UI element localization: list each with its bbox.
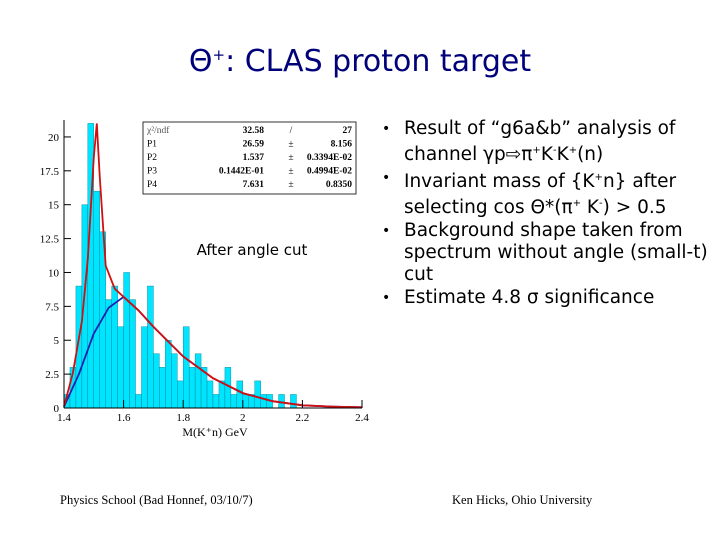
histogram-bar [117, 326, 124, 409]
histogram-bars [63, 123, 297, 409]
bullet-item: • Invariant mass of {K+n} after selecting… [382, 167, 712, 220]
histogram-bar [159, 367, 166, 409]
histogram-chart: 0 2.5 5 7.5 10 12.5 15 17.5 20 1.4 1.6 1.8 2 2.2 2.4 M(… [40, 120, 369, 439]
y-tick-label: 2.5 [45, 369, 59, 381]
bullet-marker: • [382, 222, 391, 239]
y-tick-label: 0 [54, 403, 60, 415]
histogram-bar [153, 353, 160, 409]
histogram-bar [141, 326, 148, 409]
histogram-bar [93, 190, 100, 409]
x-tick-label: 1.6 [117, 412, 131, 424]
bullet-text: Invariant mass of {K+n} after selecting … [404, 170, 677, 219]
fit-curves [63, 123, 363, 409]
histogram-bar [236, 380, 243, 409]
histogram-bar [254, 380, 261, 409]
title-symbol: Θ [188, 44, 213, 79]
slide-title: Θ+: CLAS proton target [0, 44, 720, 79]
stats-box: χ²/ndf 32.58 / 27 P1 26.59 ±8.156 P2 1.537 ±0.339… [142, 121, 357, 195]
stats-box-cell: 8.156 [331, 140, 353, 150]
stats-box-cell: 0.8350 [326, 180, 352, 190]
histogram-bar [230, 394, 238, 409]
stats-box-cell: 1.537 [243, 153, 265, 163]
histogram-bar [177, 380, 184, 409]
histogram-bar [242, 394, 249, 409]
stats-box-cell: 26.59 [243, 140, 265, 150]
histogram-bar [290, 394, 297, 409]
footer-left: Physics School (Bad Honnef, 03/10/7) [60, 493, 253, 507]
bullet-marker: • [382, 121, 391, 137]
bullet-item: • Background shape taken from spectrum wi… [382, 220, 712, 287]
x-tick-label: 2 [240, 412, 246, 424]
stats-box-cell: 32.58 [243, 126, 265, 136]
histogram-bar [260, 394, 267, 409]
bullet-item: • Result of “g6a&b” analysis of channel γ… [382, 118, 712, 167]
chart-annotation: After angle cut [197, 241, 308, 259]
histogram-bar [182, 326, 190, 409]
x-tick-label: 1.8 [176, 412, 190, 424]
histogram-bar [206, 380, 214, 409]
bullet-item: • Estimate 4.8 σ significance [382, 287, 712, 309]
y-tick-label: 20 [48, 132, 60, 144]
stats-box-cell: 0.3394E-02 [307, 153, 352, 163]
stats-box-cell: P3 [147, 167, 157, 177]
axes: 0 2.5 5 7.5 10 12.5 15 17.5 20 1.4 1.6 1.8 2 2.2 2.4 M(… [40, 120, 369, 439]
stats-box-frame [142, 121, 357, 195]
footer-right: Ken Hicks, Ohio University [452, 493, 593, 507]
stats-box-cell: ± [288, 153, 293, 163]
stats-box-cell: P1 [147, 140, 157, 150]
x-axis-label: M(K⁺n) GeV [182, 425, 248, 439]
y-tick-label: 10 [48, 267, 60, 279]
bullet-text: Estimate 4.8 σ significance [404, 286, 655, 308]
histogram-bar [188, 367, 196, 409]
histogram-bar [147, 285, 154, 409]
stats-box-cell: / [290, 126, 293, 136]
stats-box-cell: ± [288, 140, 293, 150]
stats-box-cell: ± [288, 167, 293, 177]
x-tick-label: 2.4 [355, 412, 369, 424]
histogram-bar [105, 299, 112, 409]
x-tick-label: 2.2 [296, 412, 310, 424]
histogram-bar [194, 353, 202, 409]
stats-box-cell: 0.1442E-01 [219, 167, 264, 177]
stats-box-cell: P4 [147, 180, 157, 190]
histogram-bar [171, 353, 178, 409]
histogram-bar [278, 394, 285, 409]
stats-box-cell: χ²/ndf [146, 125, 170, 136]
histogram-bar [165, 340, 172, 409]
bullet-marker: • [382, 169, 391, 186]
histogram-bar [135, 394, 142, 409]
bullet-text: Background shape taken from spectrum wit… [404, 219, 708, 286]
y-tick-label: 5 [54, 335, 60, 347]
y-tick-label: 7.5 [45, 301, 59, 313]
y-tick-label: 12.5 [40, 234, 60, 246]
stats-box-cell: 0.4994E-02 [307, 167, 352, 177]
bullet-text: Result of “g6a&b” analysis of channel γp… [404, 118, 676, 166]
histogram-bar [129, 299, 136, 409]
y-tick-label: 15 [48, 200, 60, 212]
x-tick-label: 1.4 [57, 412, 71, 424]
bullet-list: • Result of “g6a&b” analysis of channel γ… [382, 118, 712, 309]
title-text: : CLAS proton target [225, 44, 532, 79]
bullet-marker: • [382, 289, 391, 306]
stats-box-cell: 7.631 [243, 180, 265, 190]
stats-box-cell: P2 [147, 153, 157, 163]
stats-box-cell: ± [288, 180, 293, 190]
title-superscript: + [212, 46, 226, 64]
y-tick-label: 17.5 [40, 166, 60, 178]
histogram-bar [218, 380, 226, 409]
total-fit-line [63, 123, 363, 409]
histogram-bar [123, 272, 130, 409]
stats-box-cell: 27 [343, 126, 353, 136]
histogram-bar [212, 394, 220, 409]
